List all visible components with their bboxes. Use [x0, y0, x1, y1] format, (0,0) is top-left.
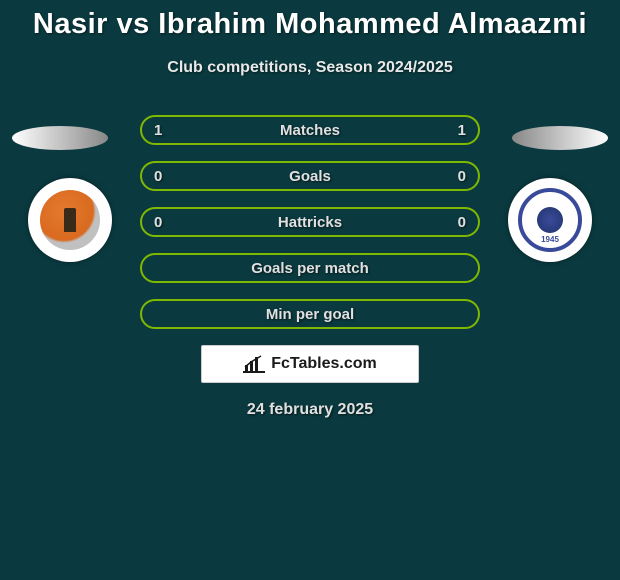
- brand-text: FcTables.com: [271, 355, 377, 373]
- stat-label: Goals per match: [251, 260, 369, 277]
- club-year-right: 1945: [541, 235, 559, 244]
- stat-label: Hattricks: [278, 214, 342, 231]
- stat-row-min-per-goal: Min per goal: [140, 299, 480, 329]
- brand-box[interactable]: FcTables.com: [201, 345, 419, 383]
- stat-label: Matches: [280, 122, 340, 139]
- tower-icon: [64, 208, 76, 232]
- date-label: 24 february 2025: [0, 401, 620, 419]
- ball-icon: [535, 205, 565, 235]
- club-badge-right: 1945: [508, 178, 592, 262]
- stat-row-goals: 0 Goals 0: [140, 161, 480, 191]
- club-badge-left: [28, 178, 112, 262]
- stat-left-value: 0: [154, 214, 162, 231]
- stat-row-matches: 1 Matches 1: [140, 115, 480, 145]
- stat-right-value: 1: [458, 122, 466, 139]
- stat-row-hattricks: 0 Hattricks 0: [140, 207, 480, 237]
- stat-row-goals-per-match: Goals per match: [140, 253, 480, 283]
- stat-left-value: 0: [154, 168, 162, 185]
- country-oval-right: [512, 126, 608, 150]
- club-logo-right: 1945: [518, 188, 582, 252]
- bar-chart-icon: [243, 355, 265, 373]
- stat-label: Goals: [289, 168, 331, 185]
- page-title: Nasir vs Ibrahim Mohammed Almaazmi: [0, 8, 620, 41]
- stat-left-value: 1: [154, 122, 162, 139]
- comparison-card: Nasir vs Ibrahim Mohammed Almaazmi Club …: [0, 0, 620, 419]
- stat-label: Min per goal: [266, 306, 354, 323]
- stat-right-value: 0: [458, 168, 466, 185]
- stat-right-value: 0: [458, 214, 466, 231]
- country-oval-left: [12, 126, 108, 150]
- subtitle: Club competitions, Season 2024/2025: [0, 59, 620, 77]
- club-logo-left: [40, 190, 100, 250]
